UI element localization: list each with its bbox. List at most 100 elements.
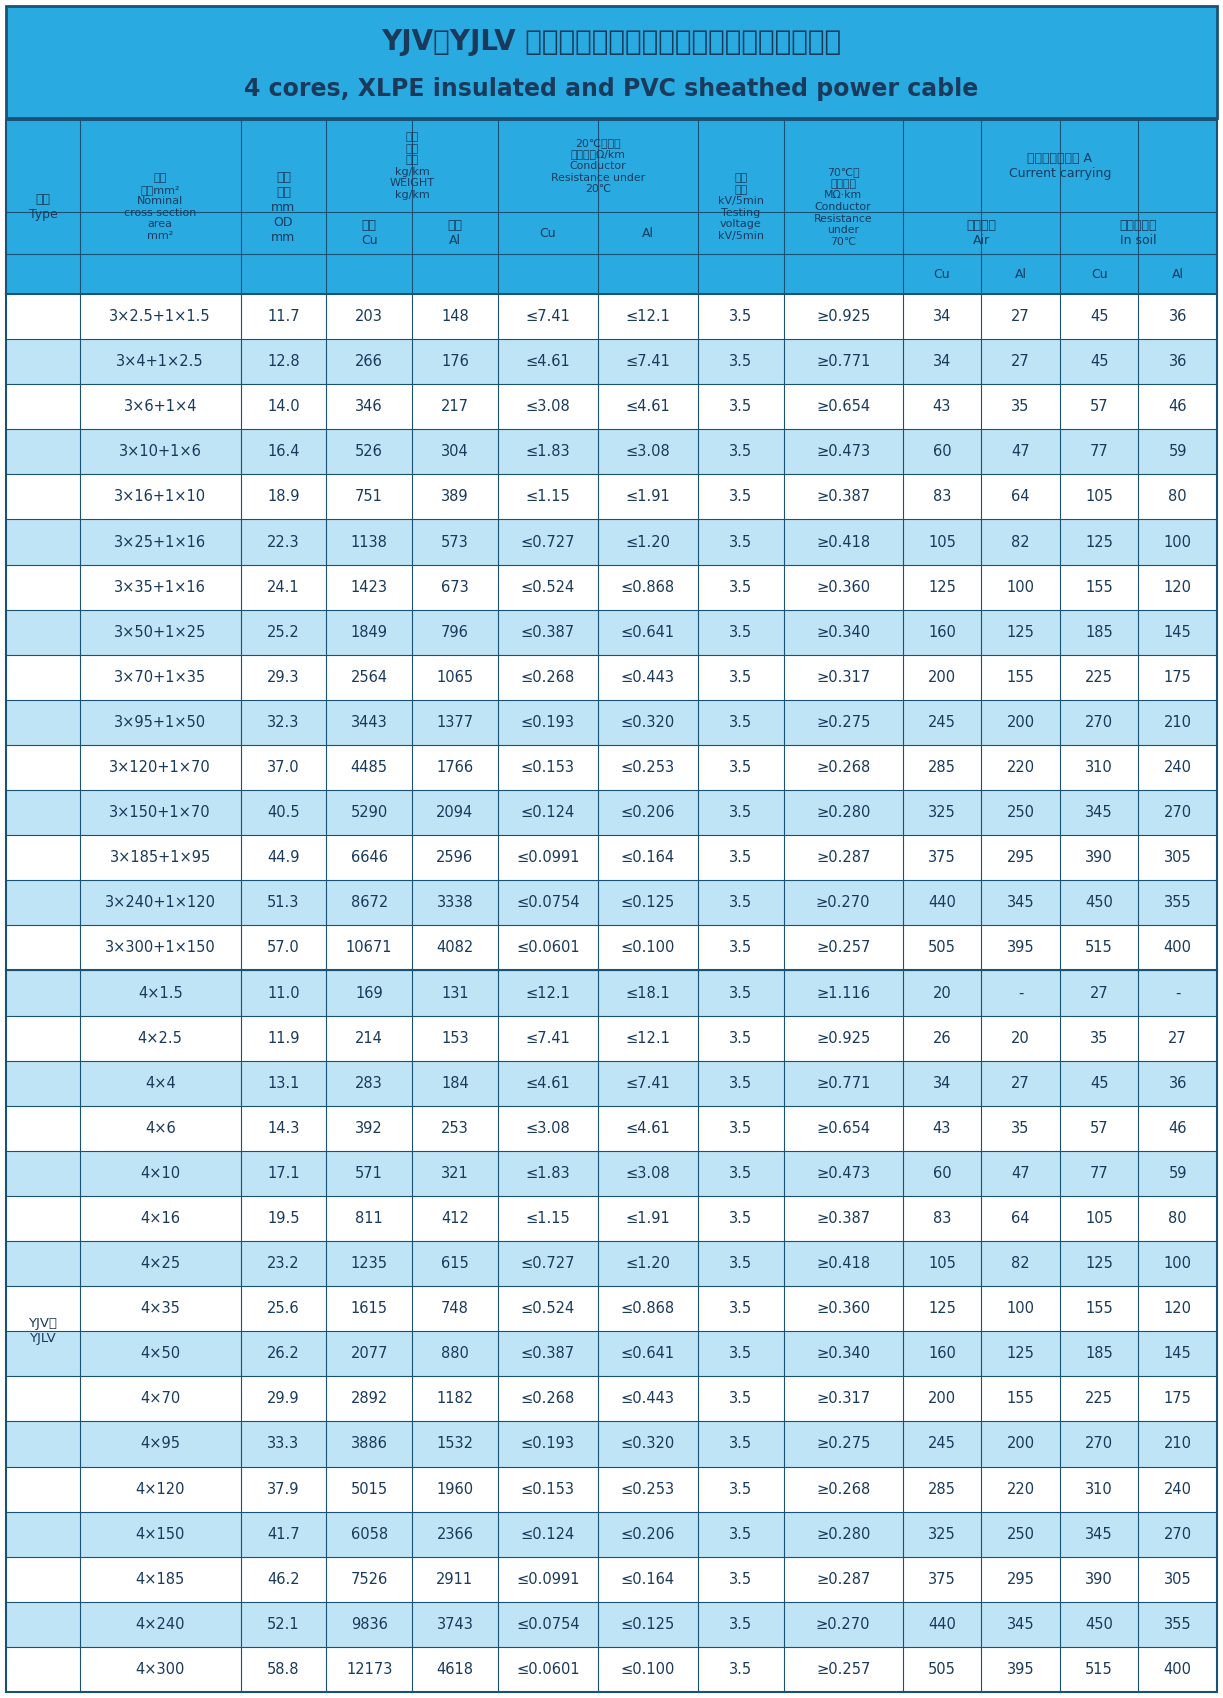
Text: 47: 47 [1011, 1167, 1030, 1180]
Text: ≥0.317: ≥0.317 [816, 1391, 871, 1406]
Text: 33.3: 33.3 [268, 1437, 300, 1452]
Text: 20: 20 [1011, 1031, 1030, 1046]
Text: 45: 45 [1090, 309, 1108, 324]
Text: 225: 225 [1085, 669, 1113, 684]
Text: 210: 210 [1164, 715, 1191, 730]
Text: 64: 64 [1011, 489, 1030, 504]
Text: 3×120+1×70: 3×120+1×70 [109, 761, 212, 774]
Text: ≥0.654: ≥0.654 [816, 1121, 871, 1136]
Text: 395: 395 [1007, 1662, 1035, 1678]
Text: 345: 345 [1007, 1616, 1035, 1632]
Text: 35: 35 [1011, 1121, 1030, 1136]
Text: 1849: 1849 [351, 625, 388, 640]
Bar [6, 121, 1217, 294]
Text: ≤3.08: ≤3.08 [625, 1167, 670, 1180]
Text: 34: 34 [933, 1077, 951, 1090]
Text: 105: 105 [928, 1257, 956, 1272]
Text: 3.5: 3.5 [729, 805, 752, 820]
Text: 6058: 6058 [351, 1527, 388, 1542]
Text: ≤0.268: ≤0.268 [521, 669, 575, 684]
Text: ≤0.0754: ≤0.0754 [516, 1616, 580, 1632]
Text: 100: 100 [1007, 1301, 1035, 1316]
Text: 3.5: 3.5 [729, 1437, 752, 1452]
Bar [6, 971, 1217, 1015]
Text: 160: 160 [928, 1347, 956, 1362]
Text: 345: 345 [1007, 895, 1035, 910]
Text: 125: 125 [1007, 625, 1035, 640]
Text: ≤0.0754: ≤0.0754 [516, 895, 580, 910]
Text: 8672: 8672 [351, 895, 388, 910]
Text: 77: 77 [1090, 445, 1108, 460]
Text: ≤0.268: ≤0.268 [521, 1391, 575, 1406]
Text: Cu: Cu [933, 268, 950, 280]
Text: 3×25+1×16: 3×25+1×16 [114, 535, 207, 550]
Text: 29.9: 29.9 [267, 1391, 300, 1406]
Text: 811: 811 [356, 1211, 383, 1226]
Text: 515: 515 [1085, 941, 1113, 956]
Text: 7526: 7526 [351, 1572, 388, 1586]
Text: 1766: 1766 [437, 761, 473, 774]
Text: 4×10: 4×10 [141, 1167, 180, 1180]
Text: 355: 355 [1164, 1616, 1191, 1632]
Bar [6, 1647, 1217, 1691]
Text: 155: 155 [1007, 1391, 1035, 1406]
Text: 400: 400 [1164, 941, 1191, 956]
Text: ≥0.270: ≥0.270 [816, 895, 871, 910]
Text: ≤1.83: ≤1.83 [526, 445, 570, 460]
Text: 4×16: 4×16 [141, 1211, 180, 1226]
Bar [6, 1557, 1217, 1601]
Text: 23.2: 23.2 [267, 1257, 300, 1272]
Text: 12173: 12173 [346, 1662, 393, 1678]
Text: 4×240: 4×240 [136, 1616, 185, 1632]
Text: 82: 82 [1011, 1257, 1030, 1272]
Text: 44.9: 44.9 [267, 851, 300, 866]
Text: ≤4.61: ≤4.61 [526, 1077, 570, 1090]
Text: 3.5: 3.5 [729, 669, 752, 684]
Text: 375: 375 [928, 851, 956, 866]
Text: 12.8: 12.8 [267, 355, 300, 368]
Text: 34: 34 [933, 309, 951, 324]
Text: 3.5: 3.5 [729, 625, 752, 640]
Text: 217: 217 [442, 399, 468, 414]
Text: ≤0.164: ≤0.164 [621, 851, 675, 866]
Text: 120: 120 [1164, 1301, 1191, 1316]
Text: 100: 100 [1164, 1257, 1191, 1272]
Text: 4×4: 4×4 [144, 1077, 176, 1090]
Text: ≤3.08: ≤3.08 [526, 1121, 570, 1136]
Text: 25.6: 25.6 [267, 1301, 300, 1316]
Text: 304: 304 [442, 445, 468, 460]
Text: ≤1.91: ≤1.91 [625, 1211, 670, 1226]
Text: 245: 245 [928, 715, 956, 730]
Text: 19.5: 19.5 [267, 1211, 300, 1226]
Text: 3×10+1×6: 3×10+1×6 [119, 445, 202, 460]
Text: ≥0.771: ≥0.771 [816, 1077, 871, 1090]
Text: 3.5: 3.5 [729, 1031, 752, 1046]
Text: 3×4+1×2.5: 3×4+1×2.5 [116, 355, 204, 368]
Bar [6, 430, 1217, 474]
Text: ≤0.0991: ≤0.0991 [516, 851, 580, 866]
Text: 4×300: 4×300 [136, 1662, 185, 1678]
Text: 200: 200 [928, 669, 956, 684]
Text: 3743: 3743 [437, 1616, 473, 1632]
Text: 450: 450 [1085, 1616, 1113, 1632]
Bar [6, 564, 1217, 610]
Text: 11.0: 11.0 [267, 985, 300, 1000]
Text: 310: 310 [1085, 761, 1113, 774]
Text: ≤0.0991: ≤0.0991 [516, 1572, 580, 1586]
Text: ≤1.20: ≤1.20 [625, 535, 670, 550]
Text: 240: 240 [1164, 761, 1191, 774]
Text: ≤1.91: ≤1.91 [625, 489, 670, 504]
Text: 515: 515 [1085, 1662, 1113, 1678]
Text: 1065: 1065 [437, 669, 473, 684]
Text: 100: 100 [1007, 579, 1035, 594]
Bar [6, 1015, 1217, 1061]
Text: ≥0.257: ≥0.257 [816, 1662, 871, 1678]
Text: 4618: 4618 [437, 1662, 473, 1678]
Bar [6, 1331, 1217, 1377]
Text: 245: 245 [928, 1437, 956, 1452]
Text: ≥0.340: ≥0.340 [816, 625, 871, 640]
Text: 200: 200 [1007, 1437, 1035, 1452]
Text: ≤0.524: ≤0.524 [521, 579, 575, 594]
Text: 240: 240 [1164, 1482, 1191, 1496]
Text: 120: 120 [1164, 579, 1191, 594]
